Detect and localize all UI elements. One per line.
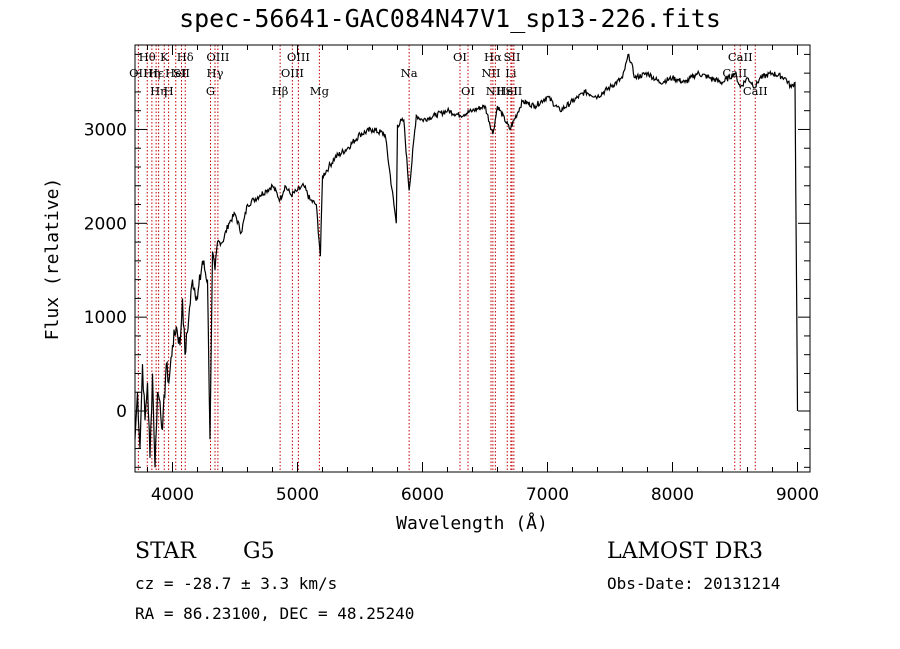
line-label-28: CaII: [728, 50, 753, 64]
y-tick-label: 1000: [84, 308, 127, 328]
line-label-11: Hγ: [207, 66, 224, 80]
line-label-15: OIII: [287, 50, 310, 64]
object-type: STAR: [135, 539, 196, 564]
y-tick-label: 0: [116, 402, 127, 422]
survey-name: LAMOST DR3: [607, 539, 763, 564]
line-label-4: Hη: [150, 84, 167, 98]
object-subclass: G5: [243, 539, 275, 564]
x-axis-label: Wavelength (Å): [396, 512, 548, 534]
plot-frame: [134, 44, 811, 473]
line-label-26: SII: [505, 84, 522, 98]
line-label-13: Hβ: [272, 84, 289, 98]
y-tick-label: 2000: [84, 214, 127, 234]
axis-ticks: 4000 5000 6000 7000 8000 9000 0 1000 2000 3000: [84, 45, 819, 505]
line-label-6: H: [164, 84, 174, 98]
line-label-19: OI: [461, 84, 475, 98]
x-tick-label: 6000: [401, 485, 444, 505]
y-axis-label: Flux (relative): [42, 178, 63, 341]
line-label-10: G: [206, 84, 215, 98]
line-label-12: OIII: [206, 50, 229, 64]
line-label-5: K: [160, 50, 169, 64]
x-tick-label: 9000: [776, 485, 819, 505]
line-label-3: Hε: [148, 66, 164, 80]
line-label-21: Hα: [484, 50, 502, 64]
line-label-24: Li: [505, 66, 517, 80]
line-label-17: Na: [401, 66, 418, 80]
x-tick-label: 5000: [276, 485, 319, 505]
line-label-16: Mg: [310, 84, 330, 98]
chart-title: spec-56641-GAC084N47V1_sp13-226.fits: [179, 4, 721, 33]
line-label-1: Hθ: [139, 50, 156, 64]
x-tick-label: 7000: [526, 485, 569, 505]
line-label-14: OIII: [281, 66, 304, 80]
line-label-23: HeI: [497, 84, 518, 98]
line-label-25: SII: [504, 50, 521, 64]
line-label-18: OI: [453, 50, 467, 64]
x-tick-label: 4000: [151, 485, 194, 505]
obs-date: Obs-Date: 20131214: [607, 574, 781, 593]
line-label-22: NII: [486, 84, 505, 98]
line-label-8: SII: [173, 66, 190, 80]
x-tick-label: 8000: [651, 485, 694, 505]
coordinates: RA = 86.23100, DEC = 48.25240: [135, 604, 415, 623]
line-label-29: CaII: [743, 84, 768, 98]
y-tick-label: 3000: [84, 120, 127, 140]
line-label-9: Hδ: [177, 50, 194, 64]
redshift-info: cz = -28.7 ± 3.3 km/s: [135, 574, 338, 593]
spectrum-line: [134, 53, 799, 468]
line-label-20: NII: [481, 66, 500, 80]
